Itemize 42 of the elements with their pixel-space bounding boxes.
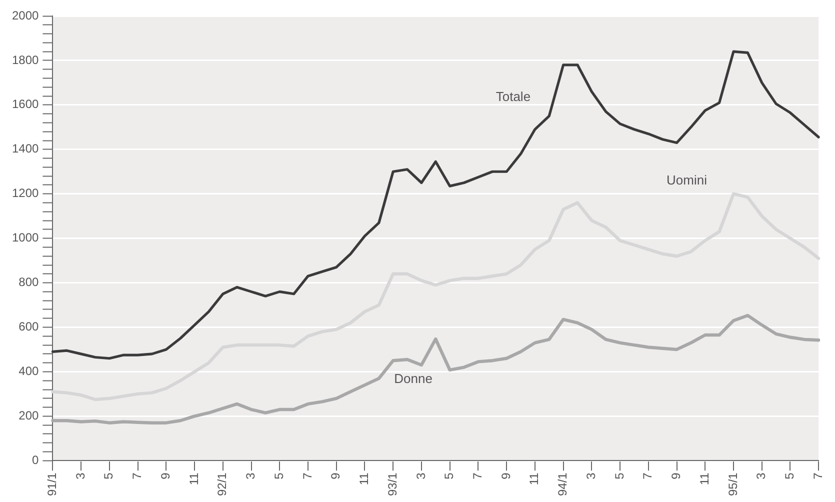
x-tick-label: 91/1 (45, 472, 60, 496)
x-tick-label: 9 (328, 472, 343, 480)
x-tick-label: 3 (584, 472, 598, 480)
x-tick-label: 3 (244, 472, 258, 480)
x-tick-label: 3 (414, 472, 428, 480)
y-tick-label: 800 (18, 275, 40, 290)
x-tick-label: 9 (669, 472, 684, 480)
x-tick-label: 95/1 (726, 472, 740, 496)
x-tick-label: 3 (754, 472, 768, 480)
x-tick-label: 5 (272, 472, 286, 480)
x-tick-label: 5 (782, 472, 797, 480)
y-tick-label: 2000 (12, 8, 40, 22)
x-tick-label: 11 (186, 472, 201, 486)
x-tick-label: 7 (640, 472, 655, 480)
x-tick-label: 7 (470, 472, 485, 480)
series-label: Totale (496, 88, 531, 104)
x-tick-label: 7 (300, 472, 314, 480)
x-tick-label: 9 (158, 472, 172, 480)
series-label: Donne (394, 371, 432, 386)
text: Uomini (666, 172, 708, 188)
x-tick-label: 7 (130, 472, 144, 480)
y-tick-label: 400 (18, 364, 40, 378)
y-tick-label: 1200 (12, 186, 40, 200)
x-tick-label: 5 (612, 472, 626, 480)
x-tick-label: 94/1 (556, 472, 570, 496)
x-tick-label: 93/1 (385, 472, 400, 496)
x-tick-label: 11 (697, 472, 712, 486)
x-tick-label: 5 (102, 472, 116, 480)
y-tick-label: 600 (18, 320, 40, 334)
x-tick-label: 9 (498, 472, 513, 480)
x-tick-label: 11 (357, 472, 372, 486)
y-tick-label: 1600 (12, 97, 40, 112)
y-tick-label: 1800 (12, 52, 40, 67)
x-tick-label: 7 (810, 472, 825, 480)
x-tick-label: 3 (73, 472, 88, 480)
y-tick-label: 200 (18, 408, 40, 422)
x-tick-label: 11 (527, 472, 542, 486)
y-tick-label: 1000 (12, 230, 40, 245)
x-tick-label: 5 (442, 472, 456, 480)
y-tick-label: 0 (32, 452, 40, 467)
x-tick-label: 92/1 (215, 472, 230, 496)
y-tick-label: 1400 (12, 142, 40, 156)
